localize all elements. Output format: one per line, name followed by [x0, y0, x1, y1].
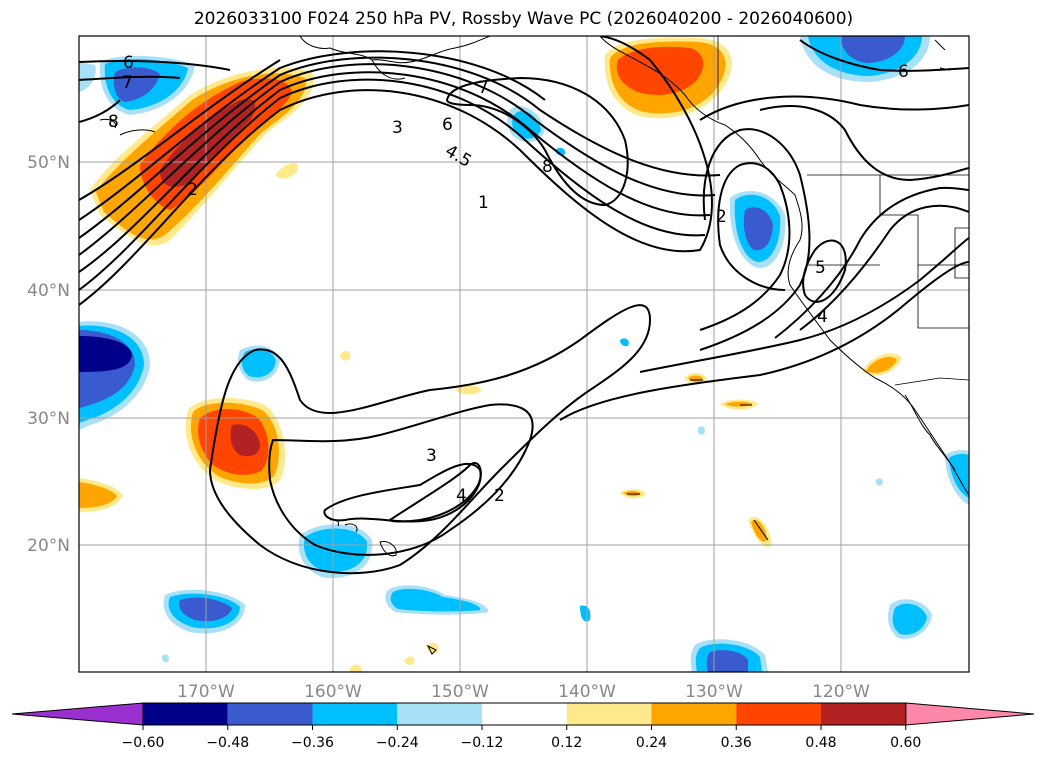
contour-label: 3: [392, 118, 403, 138]
latitude-labels: 50°N 40°N 30°N 20°N: [27, 153, 70, 556]
longitude-labels: 170°W 160°W 150°W 140°W 130°W 120°W: [177, 682, 870, 702]
coastlines: [99, 36, 969, 655]
colorbar-tick-label: 0.60: [890, 735, 921, 751]
colorbar-tick-label: −0.24: [376, 735, 419, 751]
lon-label: 140°W: [558, 682, 616, 702]
contour-label: 7: [122, 73, 133, 93]
lon-label: 160°W: [304, 682, 362, 702]
negative-anomaly: [79, 36, 969, 672]
colorbar-tick-label: −0.60: [122, 735, 165, 751]
map-title: 2026033100 F024 250 hPa PV, Rossby Wave …: [193, 9, 854, 29]
map-frame: [78, 35, 970, 673]
colorbar-tick-label: 0.36: [721, 735, 752, 751]
contour-label: 2: [494, 486, 505, 506]
contour-label: 2: [187, 180, 198, 200]
colorbar-segment: [566, 703, 652, 725]
colorbar-segment: [651, 703, 737, 725]
map-plot-area: 6 7 8 3 6 4.5 1 7 8 2 2 5 4 6 3 4 2: [79, 36, 969, 672]
colorbar-segment: [143, 703, 228, 725]
lon-label: 130°W: [685, 682, 743, 702]
lon-label: 170°W: [177, 682, 235, 702]
lat-label: 30°N: [27, 409, 70, 429]
colorbar-segment: [227, 703, 313, 725]
colorbar-segment: [482, 703, 567, 725]
pv-contours: [79, 36, 969, 575]
colorbar-segment: [821, 703, 906, 725]
positive-anomaly-alaska: [604, 37, 732, 119]
contour-label: 5: [815, 258, 826, 278]
colorbar-tick-label: 0.12: [551, 735, 582, 751]
contour-label: 2: [716, 207, 727, 227]
colorbar-extend-min: [11, 702, 144, 726]
lon-label: 150°W: [431, 682, 489, 702]
contour-label: 1: [478, 193, 489, 213]
contour-label: 4: [456, 486, 467, 506]
colorbar-segment: [397, 703, 482, 725]
colorbar: −0.60 −0.48 −0.36 −0.24 −0.12 0.12 0.24 0.36 0.4…: [11, 702, 1035, 751]
colorbar-extend-max: [905, 702, 1035, 726]
contour-label: 6: [898, 62, 909, 82]
colorbar-segment: [312, 703, 398, 725]
contour-label: 4: [817, 307, 828, 327]
contour-label: 3: [426, 446, 437, 466]
contour-label: 8: [108, 112, 119, 132]
colorbar-tick-label: −0.12: [461, 735, 504, 751]
contour-label: 7: [478, 78, 489, 98]
colorbar-tick-label: 0.24: [636, 735, 667, 751]
colorbar-tick-label: 0.48: [805, 735, 836, 751]
lat-label: 20°N: [27, 536, 70, 556]
colorbar-frame: [142, 702, 907, 726]
contour-label: 6: [123, 53, 134, 73]
contour-label: 6: [442, 115, 453, 135]
lat-label: 40°N: [27, 281, 70, 301]
lat-label: 50°N: [27, 153, 70, 173]
lon-label: 120°W: [812, 682, 870, 702]
colorbar-tick-label: −0.48: [206, 735, 249, 751]
contour-label: 8: [542, 157, 553, 177]
colorbar-segment: [736, 703, 821, 725]
colorbar-tick-label: −0.36: [291, 735, 334, 751]
